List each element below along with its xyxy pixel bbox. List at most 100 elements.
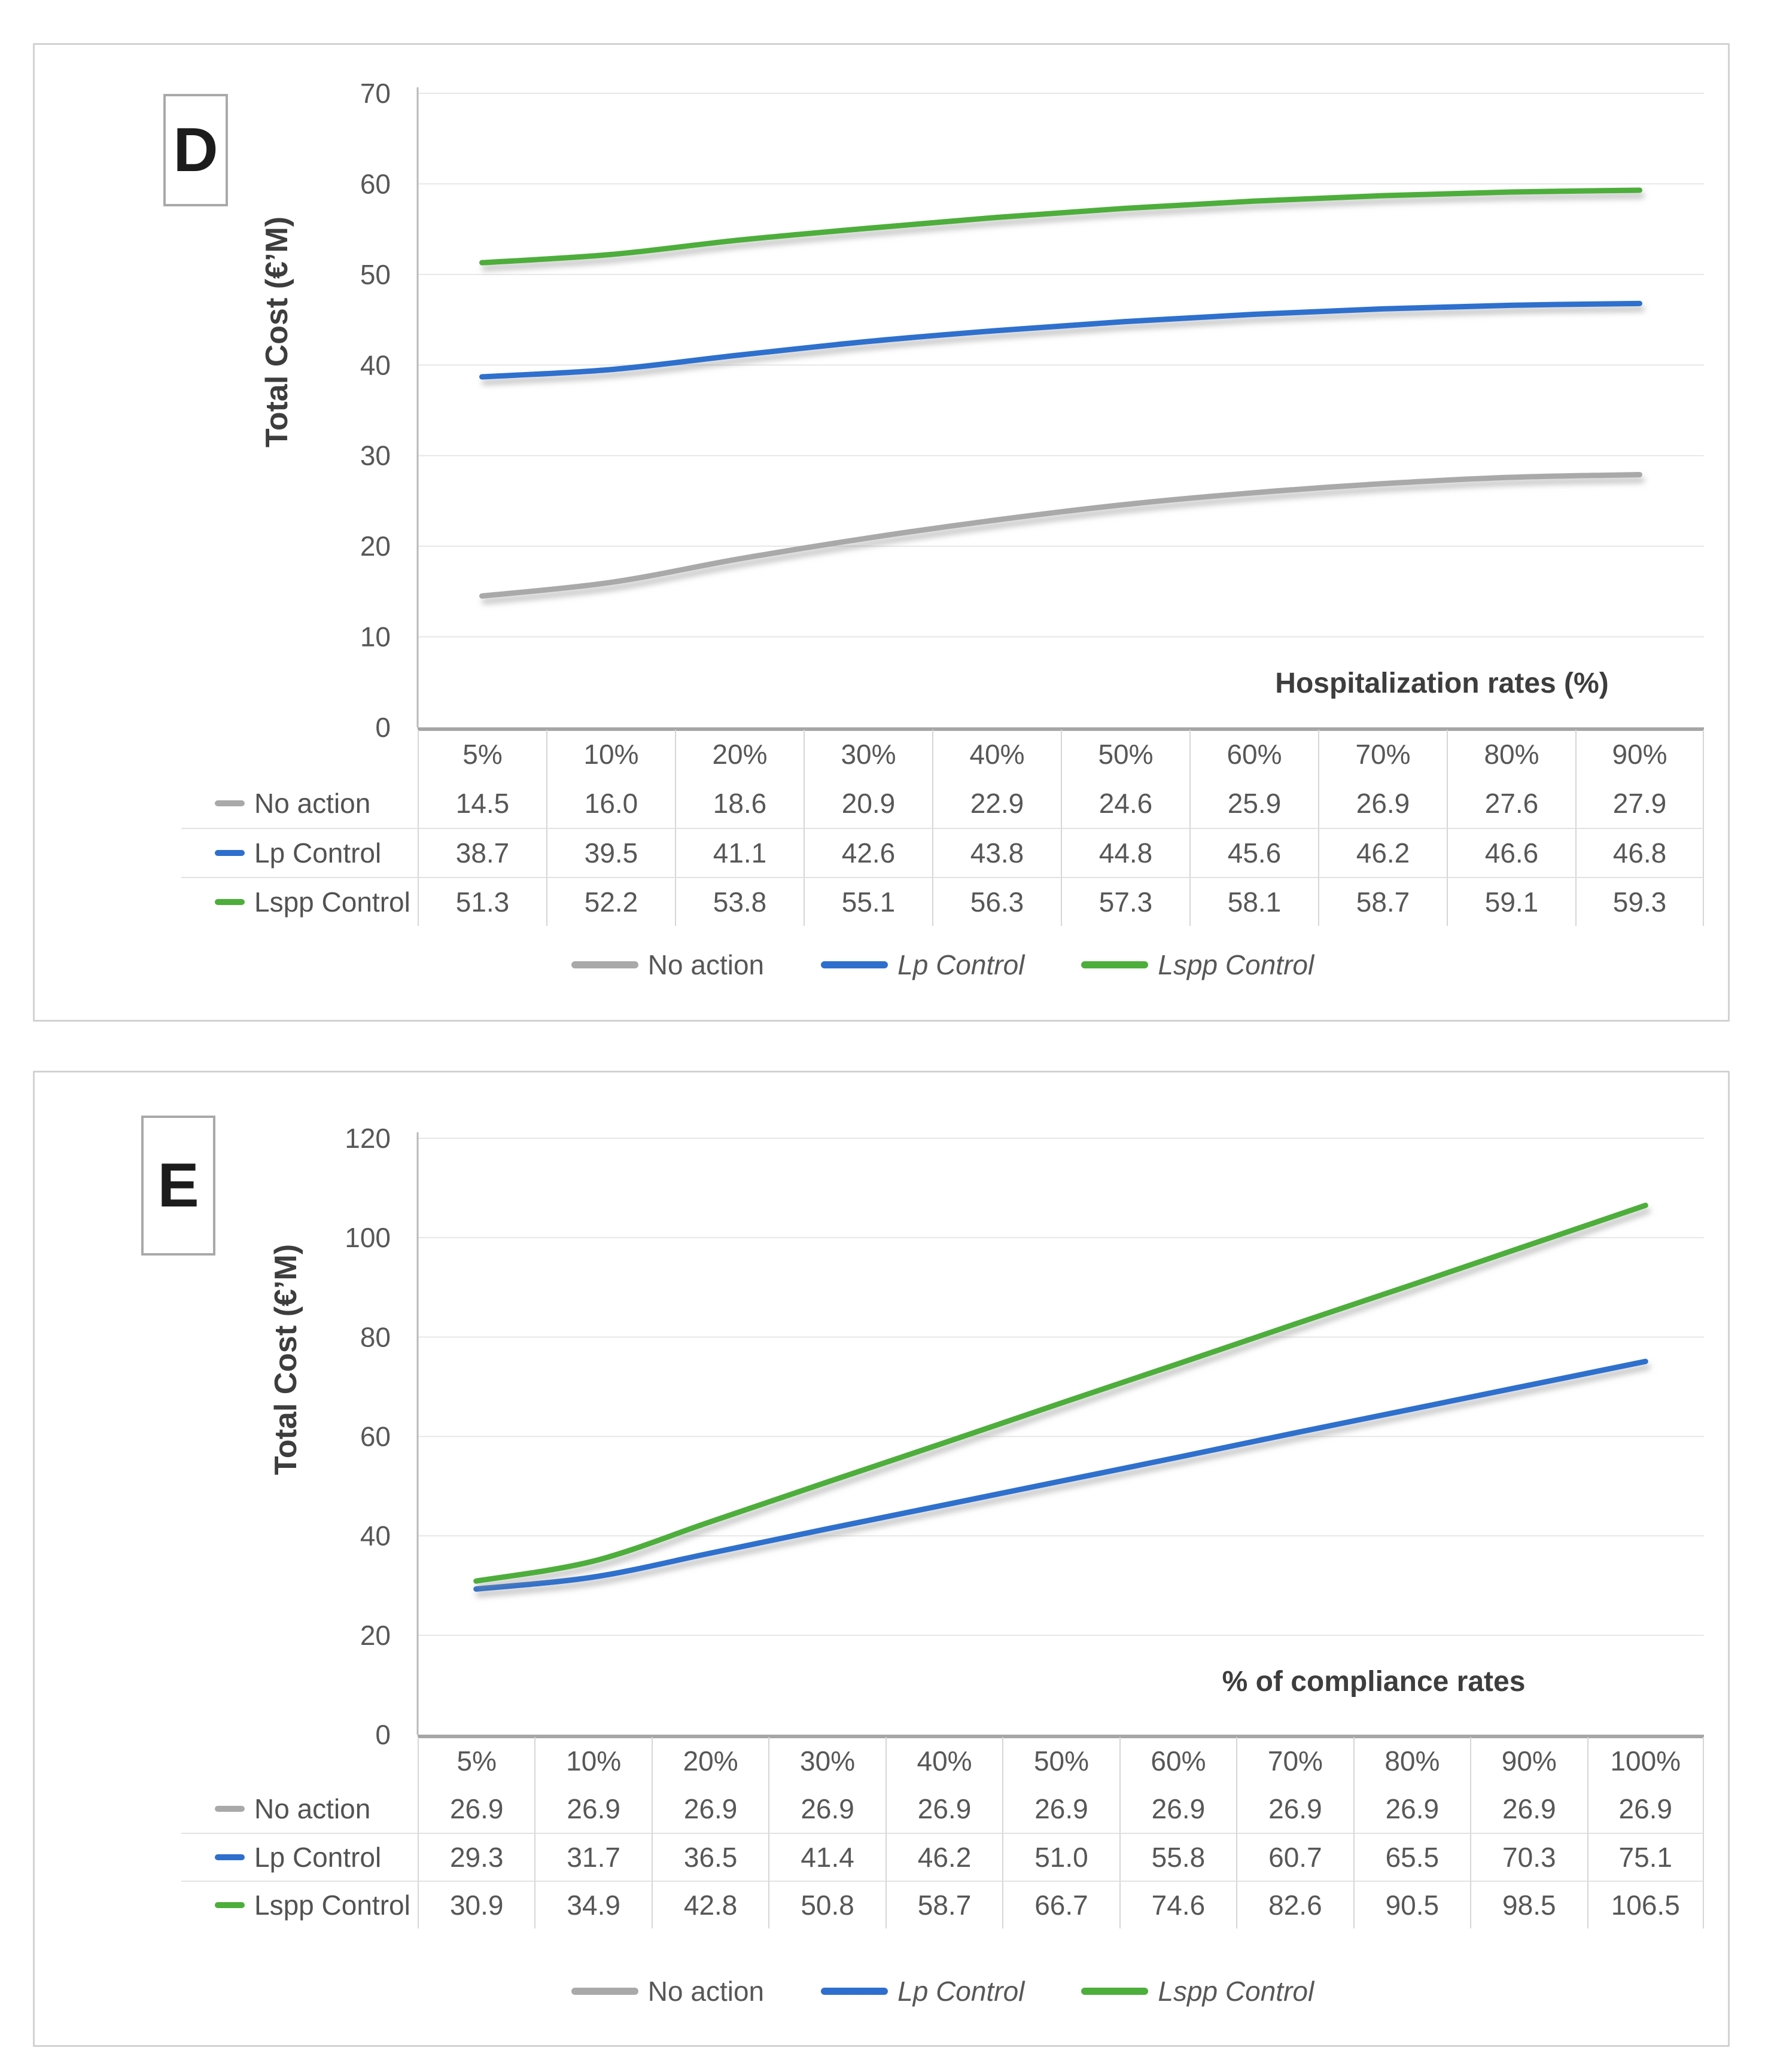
table-value-cell: 26.9	[1353, 1785, 1470, 1833]
legend-item-lspp-control: Lspp Control	[1081, 949, 1314, 981]
table-row: No action	[181, 1785, 418, 1833]
legend-item-lp-control: Lp Control	[821, 949, 1024, 981]
table-col-header: 10%	[546, 730, 675, 779]
table-value-cell: 45.6	[1189, 828, 1318, 877]
table-value-cell: 70.3	[1470, 1833, 1587, 1881]
table-col-header: 80%	[1447, 730, 1575, 779]
table-col-header: 5%	[418, 730, 546, 779]
table-col-header: 90%	[1575, 730, 1704, 779]
table-value-cell: 52.2	[546, 877, 675, 926]
table-value-cell: 56.3	[932, 877, 1061, 926]
y-tick-label: 40	[360, 1521, 391, 1552]
series-key-swatch	[215, 1806, 245, 1812]
table-value-cell: 27.6	[1447, 779, 1575, 828]
series-name: Lspp Control	[254, 1890, 410, 1921]
legend-swatch	[1081, 961, 1149, 968]
table-corner-cell	[181, 1737, 418, 1785]
table-value-cell: 106.5	[1587, 1881, 1704, 1928]
series-name: Lp Control	[254, 1842, 382, 1873]
table-value-cell: 43.8	[932, 828, 1061, 877]
table-value-cell: 41.1	[675, 828, 804, 877]
table-value-cell: 16.0	[546, 779, 675, 828]
x-axis-title: % of compliance rates	[1222, 1666, 1526, 1698]
table-value-cell: 26.9	[885, 1785, 1002, 1833]
table-value-cell: 18.6	[675, 779, 804, 828]
y-tick-label: 120	[345, 1123, 391, 1154]
table-col-header: 10%	[534, 1737, 651, 1785]
panel-letter: E	[157, 1150, 199, 1220]
legend-swatch	[821, 961, 888, 968]
legend-item-no-action: No action	[571, 949, 764, 981]
table-value-cell: 60.7	[1236, 1833, 1353, 1881]
table-value-cell: 31.7	[534, 1833, 652, 1881]
table-corner-cell	[181, 730, 418, 779]
series-name: Lspp Control	[254, 886, 410, 918]
table-value-cell: 44.8	[1061, 828, 1189, 877]
table-col-header: 50%	[1002, 1737, 1119, 1785]
y-tick-label: 20	[360, 1620, 391, 1651]
table-col-header: 20%	[651, 1737, 768, 1785]
series-key-swatch	[215, 899, 245, 905]
panel-letter-box-e: E	[141, 1116, 215, 1256]
chart-panel-d: D Total Cost (€’M) 0 10 20 30 40 50 60 70 Hospit…	[33, 43, 1730, 1022]
table-value-cell: 24.6	[1061, 779, 1189, 828]
y-tick-label: 70	[360, 78, 391, 109]
table-col-header: 60%	[1189, 730, 1318, 779]
table-col-header: 60%	[1119, 1737, 1236, 1785]
table-value-cell: 41.4	[768, 1833, 885, 1881]
table-row: No action	[181, 779, 418, 828]
table-value-cell: 39.5	[546, 828, 675, 877]
table-value-cell: 57.3	[1061, 877, 1189, 926]
table-row: Lp Control	[181, 1833, 418, 1881]
table-row: Lp Control	[181, 828, 418, 877]
table-col-header: 40%	[932, 730, 1061, 779]
table-row: Lspp Control	[181, 1881, 418, 1928]
y-tick-label: 60	[360, 168, 391, 199]
table-value-cell: 27.9	[1575, 779, 1704, 828]
series-line-no-action	[479, 472, 1642, 599]
y-tick-label: 0	[375, 712, 391, 743]
legend-item-lp-control: Lp Control	[821, 1975, 1024, 2007]
table-col-header: 20%	[675, 730, 804, 779]
legend-label: No action	[647, 1976, 765, 2007]
table-value-cell: 66.7	[1002, 1881, 1119, 1928]
table-col-header: 70%	[1236, 1737, 1353, 1785]
table-value-cell: 59.1	[1447, 877, 1575, 926]
data-table: 5% 10% 20% 30% 40% 50% 60% 70% 80% 90% 100% No acti…	[181, 1737, 1704, 1928]
table-value-cell: 25.9	[1189, 779, 1318, 828]
table-value-cell: 26.9	[1002, 1785, 1119, 1833]
table-col-header: 70%	[1318, 730, 1447, 779]
series-key-swatch	[215, 800, 245, 806]
table-value-cell: 46.2	[1318, 828, 1447, 877]
table-value-cell: 46.2	[885, 1833, 1003, 1881]
legend-swatch	[821, 1988, 888, 1995]
table-value-cell: 42.6	[804, 828, 932, 877]
table-value-cell: 14.5	[418, 779, 546, 828]
legend-label: Lspp Control	[1158, 1976, 1314, 2007]
table-value-cell: 74.6	[1119, 1881, 1237, 1928]
plot-area: 0 20 40 60 80 100 120 % of compliance rates	[345, 1123, 1704, 1750]
chart-legend: No action Lp Control Lspp Control	[181, 941, 1704, 989]
table-value-cell: 42.8	[651, 1881, 769, 1928]
table-value-cell: 26.9	[651, 1785, 768, 1833]
table-value-cell: 82.6	[1236, 1881, 1353, 1928]
y-tick-label: 60	[360, 1421, 391, 1452]
table-value-cell: 29.3	[418, 1833, 535, 1881]
table-row: Lspp Control	[181, 877, 418, 926]
table-value-cell: 26.9	[1470, 1785, 1587, 1833]
legend-label: Lp Control	[897, 949, 1025, 980]
table-value-cell: 51.0	[1002, 1833, 1119, 1881]
y-tick-label: 50	[360, 259, 391, 290]
table-value-cell: 26.9	[1236, 1785, 1353, 1833]
x-axis-title: Hospitalization rates (%)	[1275, 668, 1608, 699]
legend-swatch	[571, 1988, 638, 1995]
table-value-cell: 22.9	[932, 779, 1061, 828]
table-value-cell: 58.7	[885, 1881, 1003, 1928]
legend-item-lspp-control: Lspp Control	[1081, 1975, 1314, 2007]
y-tick-label: 30	[360, 440, 391, 471]
plot-area: 0 10 20 30 40 50 60 70 Hospitalization rates (%)	[360, 78, 1704, 743]
table-value-cell: 58.7	[1318, 877, 1447, 926]
table-col-header: 5%	[418, 1737, 534, 1785]
table-col-header: 30%	[768, 1737, 885, 1785]
series-line-lspp-control	[473, 1202, 1648, 1584]
